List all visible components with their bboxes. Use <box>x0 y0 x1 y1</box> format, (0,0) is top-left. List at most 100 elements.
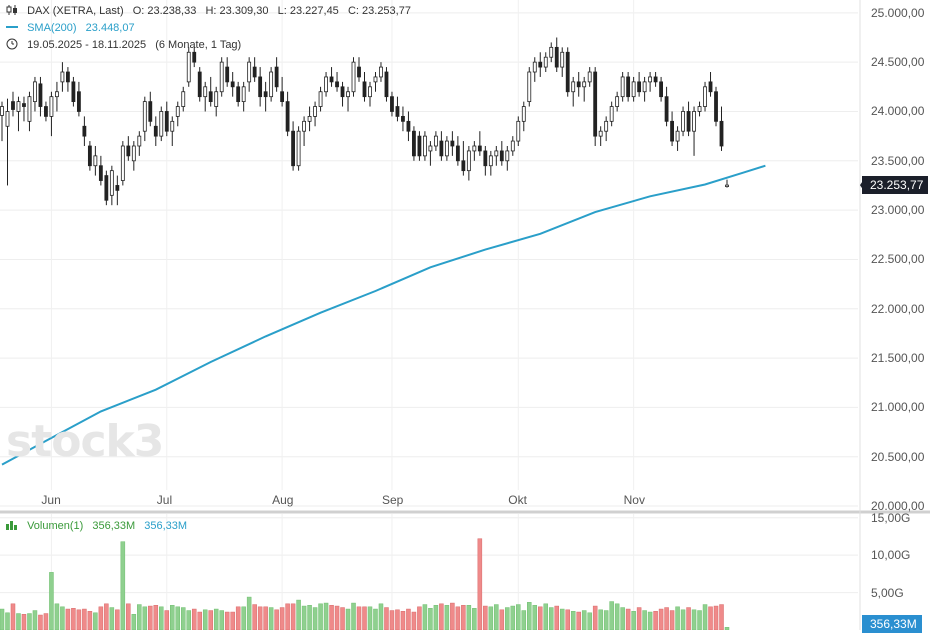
candle-body <box>313 106 317 117</box>
price-tick-label: 23.500,00 <box>871 153 925 168</box>
sma-label: SMA(200) <box>27 22 77 34</box>
time-tick-label: Jun <box>41 493 61 507</box>
volume-bar <box>708 606 713 630</box>
candle-body <box>725 184 729 188</box>
volume-bar <box>65 608 71 630</box>
candle-body <box>483 150 488 167</box>
candle-body <box>609 106 614 122</box>
volume-bar <box>296 599 301 630</box>
candle-body <box>560 51 565 68</box>
candle-body <box>659 81 664 98</box>
range-legend: 19.05.2025 - 18.11.2025 (6 Monate, 1 Tag… <box>6 38 247 53</box>
volume-bar <box>279 607 285 630</box>
volume-bar <box>170 605 175 630</box>
candle-body <box>423 135 427 157</box>
volume-bar <box>378 603 384 630</box>
candle-body <box>214 91 219 107</box>
time-tick-label: Sep <box>381 493 404 507</box>
volume-bar <box>450 602 455 630</box>
candle-body <box>241 86 246 103</box>
volume-tick-label: 15,00G <box>871 510 911 525</box>
candle-body <box>142 101 147 132</box>
volume-bar <box>32 610 38 630</box>
volume-bar <box>246 596 252 630</box>
volume-legend: Volumen(1) 356,33M 356,33M <box>6 520 193 533</box>
candle-body <box>87 145 92 167</box>
candle-body <box>71 81 76 103</box>
volume-bar <box>483 605 488 630</box>
candle-body <box>285 101 290 132</box>
volume-bar <box>400 611 406 630</box>
candle-body <box>472 145 477 152</box>
candle-body <box>505 150 510 162</box>
candle-body <box>444 140 449 157</box>
volume-bar <box>345 608 351 630</box>
candle-body <box>274 66 279 88</box>
volume-bar <box>686 607 691 630</box>
volume-bar <box>411 611 417 630</box>
volume-bar <box>312 607 318 630</box>
price-tick-label: 20.000,00 <box>871 499 925 514</box>
candle-body <box>340 86 345 98</box>
volume-bar <box>598 609 603 630</box>
candle-body <box>554 46 559 68</box>
volume-bar <box>5 612 10 630</box>
price-tick-label: 21.500,00 <box>871 351 925 366</box>
price-tick-label: 22.500,00 <box>871 252 925 267</box>
last-price-tag: 23.253,77 <box>862 176 929 195</box>
volume-bar <box>543 603 549 630</box>
volume-tick-label: 10,00G <box>871 548 911 563</box>
volume-bar <box>301 605 307 630</box>
symbol-label: DAX (XETRA, Last) <box>27 5 124 18</box>
volume-bar <box>334 605 340 630</box>
candle-body <box>576 81 581 88</box>
candle-body <box>642 81 647 93</box>
volume-bar <box>142 606 148 630</box>
candle-body <box>219 61 224 93</box>
candle-body <box>109 170 114 196</box>
candle-body <box>516 120 521 142</box>
volume-bar <box>428 608 433 630</box>
candle-body <box>681 111 685 132</box>
candle-body <box>620 76 625 98</box>
volume-bar <box>516 604 521 630</box>
volume-bar <box>235 606 241 630</box>
volume-bar <box>153 605 159 630</box>
candle-body <box>120 145 125 181</box>
candle-body <box>33 81 37 103</box>
volume-bar <box>219 610 224 630</box>
candle-body <box>714 91 718 122</box>
volume-bar <box>120 541 126 630</box>
volume-bar <box>71 608 76 630</box>
candle-body <box>11 101 15 110</box>
candle-body <box>175 106 180 117</box>
candle-body <box>280 91 285 103</box>
candle-body <box>488 155 493 167</box>
volume-bar <box>115 609 120 630</box>
volume-bar <box>208 610 213 630</box>
candle-body <box>593 71 598 137</box>
candle-body <box>16 101 21 112</box>
candle-body <box>719 120 724 147</box>
candle-body <box>225 66 230 83</box>
volume-bar <box>257 606 263 630</box>
volume-bar <box>527 602 532 630</box>
volume-bar <box>417 606 422 630</box>
volume-bar <box>191 608 197 630</box>
candle-body <box>22 103 26 107</box>
volume-bar <box>285 603 290 630</box>
volume-bar <box>406 608 411 630</box>
volume-bar <box>290 603 296 630</box>
candle-body <box>390 96 394 112</box>
candle-body <box>697 106 702 112</box>
candle-body <box>401 116 405 122</box>
candle-body <box>406 120 411 132</box>
candle-body <box>208 91 213 103</box>
volume-bar <box>691 609 697 630</box>
volume-bar <box>505 607 510 630</box>
candle-body <box>170 120 175 132</box>
volume-bar <box>126 603 131 630</box>
candle-body <box>653 76 658 83</box>
volume-bar <box>307 605 312 630</box>
